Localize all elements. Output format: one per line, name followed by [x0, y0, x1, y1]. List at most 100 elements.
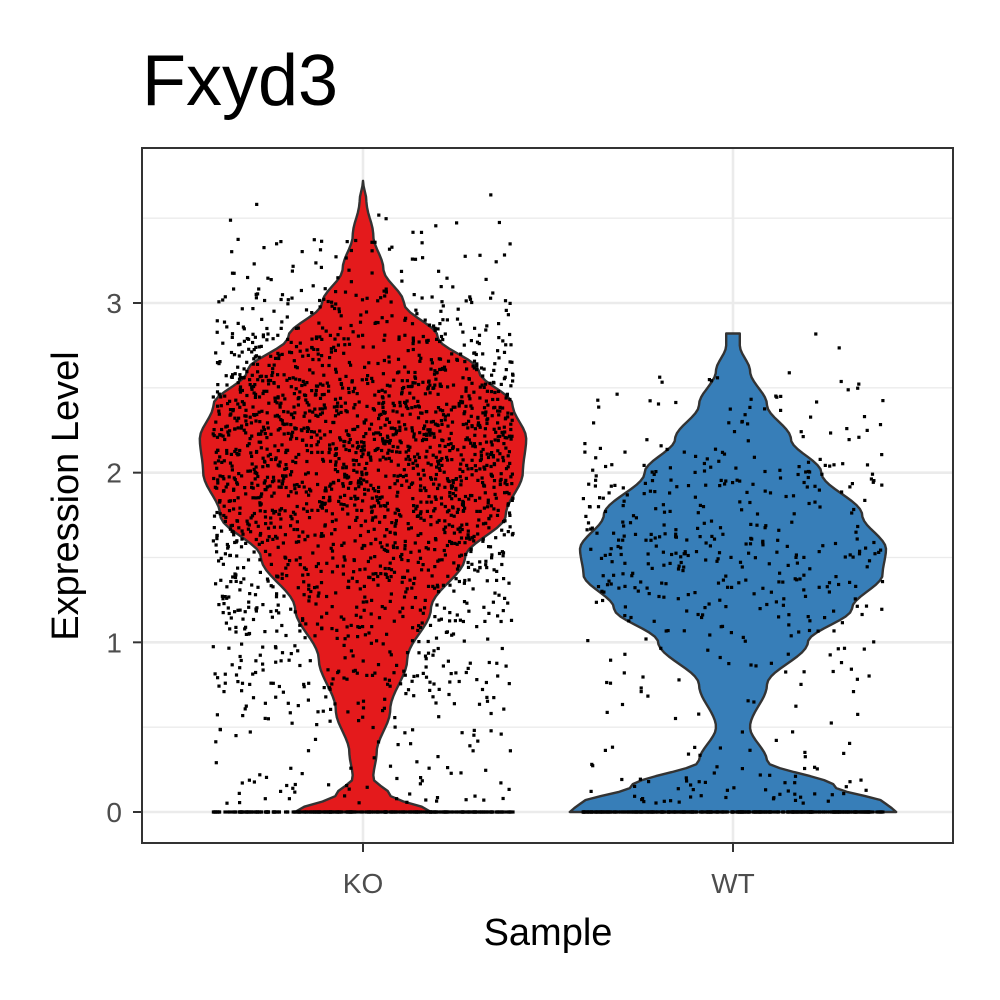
jitter-point [379, 296, 383, 300]
jitter-point [358, 810, 362, 814]
jitter-point [247, 632, 251, 636]
jitter-point [834, 575, 838, 579]
jitter-point [605, 810, 610, 814]
jitter-point [257, 355, 261, 359]
jitter-point [265, 810, 269, 814]
jitter-point [332, 405, 336, 409]
jitter-point [228, 429, 232, 433]
jitter-point [590, 526, 594, 530]
jitter-point [406, 349, 410, 353]
jitter-point [842, 646, 847, 650]
jitter-point [345, 677, 349, 681]
jitter-point [277, 684, 281, 689]
jitter-point [265, 421, 270, 425]
jitter-point [404, 473, 408, 477]
jitter-point [334, 463, 338, 467]
jitter-point [212, 514, 217, 518]
jitter-point [865, 428, 869, 432]
jitter-point [240, 424, 244, 428]
jitter-point [300, 772, 304, 776]
jitter-point [366, 529, 370, 534]
jitter-point [470, 424, 474, 428]
jitter-point [638, 777, 642, 781]
jitter-point [369, 641, 373, 645]
jitter-point [598, 446, 602, 450]
jitter-point [263, 630, 267, 634]
jitter-point [442, 548, 446, 553]
jitter-point [856, 386, 860, 390]
jitter-point [442, 527, 446, 531]
jitter-point [302, 685, 306, 689]
jitter-point [261, 465, 265, 469]
jitter-point [384, 474, 388, 478]
jitter-point [273, 444, 277, 448]
jitter-point [271, 681, 275, 685]
jitter-point [855, 604, 859, 608]
jitter-point [408, 445, 412, 449]
jitter-point [288, 559, 292, 563]
jitter-point [679, 555, 683, 559]
jitter-point [361, 499, 365, 503]
jitter-point [463, 541, 467, 545]
jitter-point [659, 444, 663, 448]
jitter-point [269, 584, 273, 588]
jitter-point [633, 794, 637, 798]
jitter-point [496, 349, 500, 353]
jitter-point [260, 540, 264, 544]
jitter-point [755, 523, 759, 527]
jitter-point [240, 642, 244, 646]
jitter-point [721, 532, 725, 536]
jitter-point [784, 494, 788, 499]
jitter-point [276, 351, 280, 355]
jitter-point [467, 609, 471, 613]
jitter-point [422, 432, 426, 437]
jitter-point [406, 569, 410, 573]
jitter-point [415, 760, 419, 764]
jitter-point [860, 810, 864, 814]
jitter-point [339, 382, 344, 386]
jitter-point [293, 644, 297, 648]
jitter-point [243, 627, 247, 631]
jitter-point [816, 810, 820, 814]
jitter-point [596, 505, 601, 509]
jitter-point [250, 583, 254, 587]
jitter-point [880, 453, 884, 457]
jitter-point [480, 476, 484, 480]
jitter-point [350, 576, 354, 580]
jitter-point [254, 465, 258, 469]
jitter-point [441, 304, 445, 308]
jitter-point [298, 563, 302, 567]
jitter-point [211, 395, 215, 399]
jitter-point [327, 783, 331, 787]
jitter-point [436, 755, 440, 759]
jitter-point [308, 659, 312, 663]
jitter-point [215, 319, 219, 323]
jitter-point [232, 533, 236, 537]
jitter-point [378, 520, 382, 524]
jitter-point [475, 340, 480, 344]
jitter-point [372, 437, 376, 441]
jitter-point [234, 810, 238, 814]
jitter-point [706, 648, 710, 652]
jitter-point [482, 484, 487, 488]
jitter-point [497, 336, 501, 340]
jitter-point [391, 409, 395, 413]
jitter-point [263, 515, 268, 519]
jitter-point [441, 409, 445, 413]
jitter-point [318, 429, 322, 433]
jitter-point [338, 436, 342, 440]
jitter-point [467, 497, 471, 501]
jitter-point [312, 810, 316, 814]
jitter-point [251, 307, 255, 311]
jitter-point [738, 560, 743, 564]
jitter-point [502, 425, 506, 429]
jitter-point [213, 810, 217, 814]
jitter-point [259, 432, 263, 436]
jitter-point [639, 580, 643, 584]
jitter-point [238, 448, 242, 453]
jitter-point [496, 674, 500, 678]
jitter-point [321, 810, 325, 814]
jitter-point [376, 489, 381, 494]
jitter-point [254, 659, 258, 663]
jitter-point [666, 629, 670, 633]
